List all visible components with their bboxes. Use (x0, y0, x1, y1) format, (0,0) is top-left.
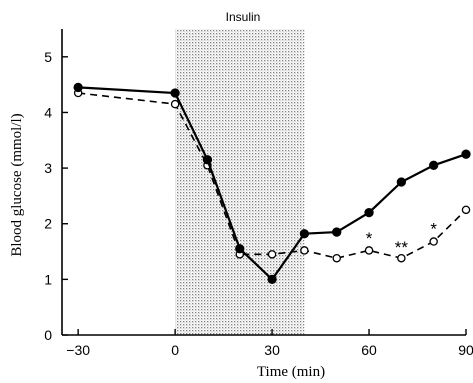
filled-point (73, 82, 83, 93)
open-point (170, 99, 180, 109)
x-axis-title: Time (min) (257, 364, 325, 380)
filled-point (429, 160, 439, 170)
open-point (332, 253, 341, 263)
filled-point (267, 274, 277, 285)
filled-point (332, 227, 342, 237)
x-tick-label: 60 (361, 342, 377, 358)
filled-point (396, 177, 407, 187)
y-tick-label: 5 (44, 49, 52, 65)
significance-star: ** (395, 238, 409, 257)
open-point (267, 250, 277, 259)
x-tick-label: 0 (171, 342, 179, 358)
insulin-label: Insulin (226, 10, 261, 24)
series-filled (73, 82, 471, 285)
y-tick-label: 3 (44, 160, 52, 176)
y-tick-label: 4 (44, 104, 52, 120)
open-point (429, 237, 438, 246)
filled-point (202, 155, 213, 165)
significance-star: * (430, 220, 437, 239)
y-tick-label: 1 (44, 271, 52, 287)
filled-point (461, 149, 471, 159)
x-tick-label: 90 (458, 342, 473, 358)
open-point (461, 205, 471, 215)
open-point (397, 253, 406, 263)
filled-point (235, 244, 245, 254)
open-point (300, 246, 309, 255)
filled-point (364, 207, 374, 218)
open-point (364, 246, 374, 255)
filled-point (170, 88, 180, 98)
significance-star: * (366, 229, 373, 248)
y-tick-label: 0 (44, 327, 52, 343)
filled-point (299, 229, 310, 239)
y-tick-label: 2 (44, 216, 52, 232)
x-tick-label: 30 (264, 342, 280, 358)
insulin-shaded-band (175, 29, 305, 335)
series-open (73, 88, 471, 263)
y-axis-title: Blood glucose (mmol/l) (9, 113, 25, 256)
x-tick-label: −30 (66, 342, 90, 358)
